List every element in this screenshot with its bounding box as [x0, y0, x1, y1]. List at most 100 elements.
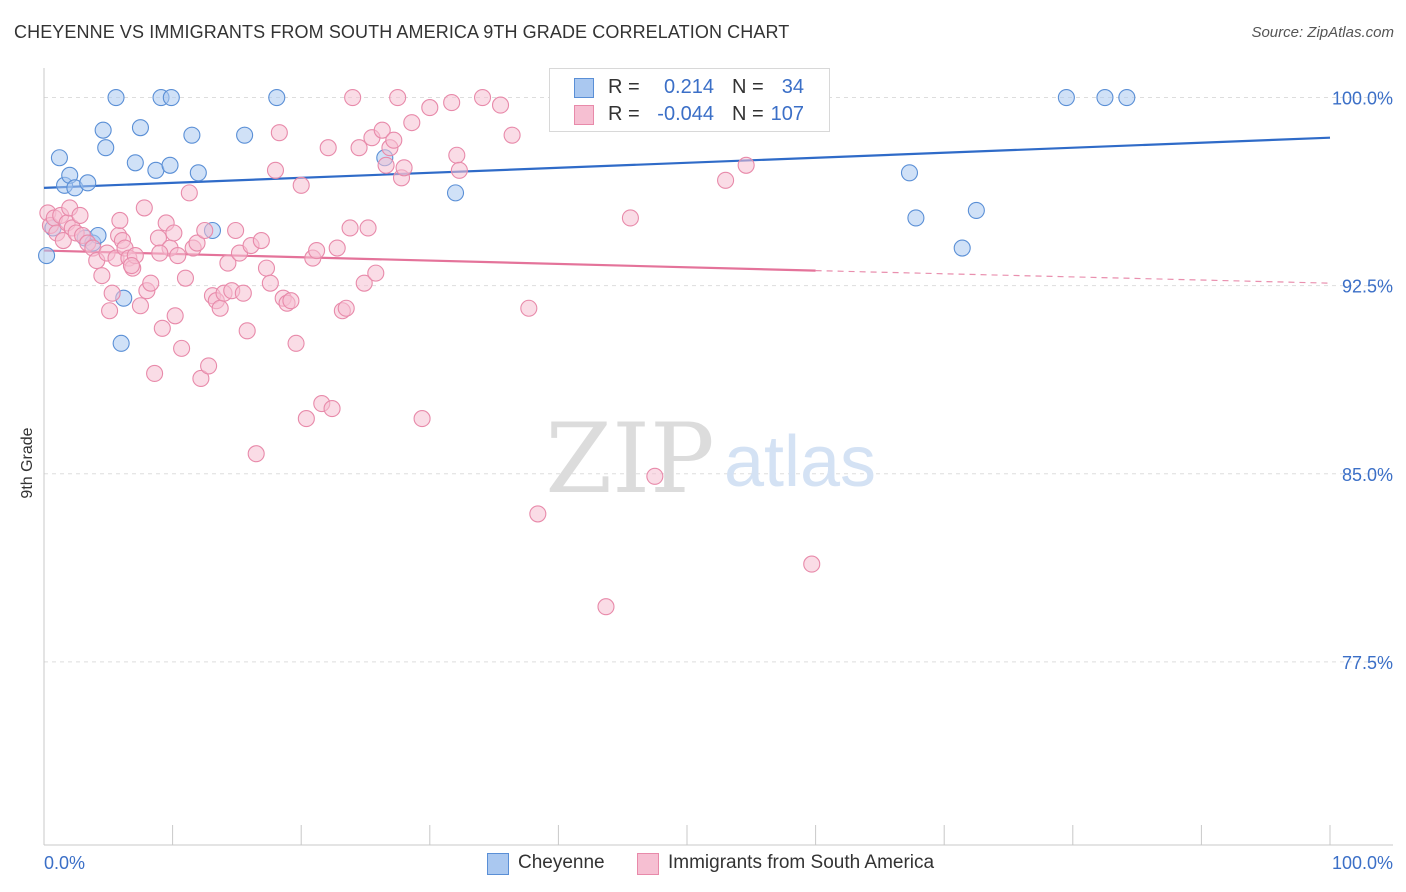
legend-n-value: 34 — [781, 76, 804, 98]
immigrants-point — [166, 307, 184, 325]
immigrants-point — [188, 234, 206, 252]
immigrants-point — [646, 467, 664, 485]
immigrants-point — [328, 239, 346, 257]
y-tick-label: 85.0% — [1342, 465, 1393, 485]
immigrants-point — [180, 184, 198, 202]
cheyenne-trend-line — [43, 136, 1331, 189]
immigrants-point — [93, 267, 111, 285]
immigrants-point — [385, 131, 403, 149]
immigrants-point — [176, 269, 195, 287]
cheyenne-point — [1057, 89, 1075, 107]
legend-swatch-blue — [574, 78, 594, 98]
immigrants-point — [359, 219, 377, 237]
immigrants-point — [737, 156, 755, 174]
immigrants-point — [413, 410, 431, 428]
legend-row-immigrants: R = -0.044 N = 107 — [550, 101, 829, 127]
immigrants-point — [292, 176, 310, 194]
immigrants-point — [473, 89, 492, 107]
y-tick-label: 77.5% — [1342, 653, 1393, 673]
cheyenne-point — [1118, 89, 1136, 107]
immigrants-point — [200, 357, 218, 375]
immigrants-point — [450, 161, 468, 179]
immigrants-point — [717, 171, 735, 189]
watermark-zip: ZIP — [545, 403, 714, 515]
cheyenne-point — [183, 126, 201, 144]
immigrants-point — [173, 339, 191, 357]
immigrants-trend-extension — [815, 270, 1331, 284]
legend-r-label: R = — [608, 76, 640, 98]
immigrants-point — [341, 219, 359, 237]
x-axis-left-label: 0.0% — [44, 853, 85, 873]
immigrants-point — [266, 161, 285, 179]
immigrants-point — [377, 156, 395, 174]
immigrants-point — [491, 96, 510, 114]
legend-r-value: -0.044 — [657, 103, 714, 125]
immigrants-point — [803, 555, 821, 573]
legend-swatch-pink — [574, 105, 594, 125]
source-credit: Source: ZipAtlas.com — [1251, 24, 1394, 41]
watermark: ZIP atlas — [545, 403, 876, 515]
watermark-atlas: atlas — [724, 422, 876, 502]
immigrants-point — [101, 302, 119, 320]
y-tick-label: 92.5% — [1342, 277, 1393, 297]
immigrants-point — [308, 242, 326, 260]
immigrants-point — [211, 299, 229, 317]
immigrants-point — [261, 274, 279, 292]
cheyenne-point — [446, 184, 465, 202]
immigrants-point — [192, 369, 210, 388]
immigrants-point — [153, 319, 171, 337]
cheyenne-point — [107, 89, 125, 107]
immigrants-point — [169, 247, 187, 265]
immigrants-point — [71, 206, 89, 224]
y-tick-label: 100.0% — [1332, 89, 1393, 109]
legend-r-label: R = — [608, 103, 640, 125]
immigrants-point — [395, 159, 413, 177]
immigrants-point — [227, 221, 245, 240]
legend-n-label: N = — [732, 76, 764, 98]
immigrants-point — [337, 299, 355, 317]
chart-title: CHEYENNE VS IMMIGRANTS FROM SOUTH AMERIC… — [14, 22, 790, 42]
immigrants-point — [238, 322, 256, 340]
legend-n-value: 107 — [770, 103, 804, 125]
cheyenne-point — [50, 149, 68, 167]
cheyenne-point — [131, 119, 149, 137]
trend-lines — [43, 136, 1331, 284]
immigrants-point — [111, 211, 129, 230]
y-axis-title: 9th Grade — [19, 427, 36, 499]
immigrants-point — [257, 259, 276, 277]
immigrants-point — [503, 126, 521, 144]
immigrants-point — [165, 224, 183, 242]
bottom-legend-cheyenne: Cheyenne — [518, 852, 605, 873]
cheyenne-point — [126, 154, 144, 172]
stats-legend: R = 0.214 N = 34 R = -0.044 N = 107 — [549, 68, 830, 132]
cheyenne-point — [189, 164, 207, 182]
immigrants-point — [146, 364, 164, 383]
immigrants-point — [350, 139, 368, 157]
immigrants-point — [247, 445, 265, 463]
bottom-legend-swatch-cheyenne — [487, 853, 509, 875]
immigrants-point — [448, 146, 466, 164]
immigrants-point — [319, 139, 337, 157]
immigrants-point — [355, 274, 373, 292]
cheyenne-point — [953, 239, 971, 257]
immigrants-point — [252, 231, 270, 250]
cheyenne-point — [94, 121, 112, 139]
cheyenne-point — [112, 334, 130, 352]
immigrants-point — [287, 334, 305, 352]
cheyenne-point — [236, 126, 254, 144]
cheyenne-point — [1096, 89, 1114, 107]
cheyenne-point — [38, 247, 56, 265]
immigrants-point — [367, 264, 385, 282]
immigrants-point — [529, 505, 547, 523]
immigrants-point — [443, 94, 461, 112]
immigrants-point — [323, 400, 341, 418]
cheyenne-point — [79, 174, 97, 192]
cheyenne-point — [97, 139, 115, 157]
cheyenne-point — [967, 201, 985, 219]
cheyenne-point — [162, 89, 180, 107]
immigrants-point — [297, 410, 315, 428]
legend-row-cheyenne: R = 0.214 N = 34 — [550, 74, 829, 100]
x-axis-right-label: 100.0% — [1332, 853, 1393, 873]
immigrants-point — [54, 231, 72, 250]
